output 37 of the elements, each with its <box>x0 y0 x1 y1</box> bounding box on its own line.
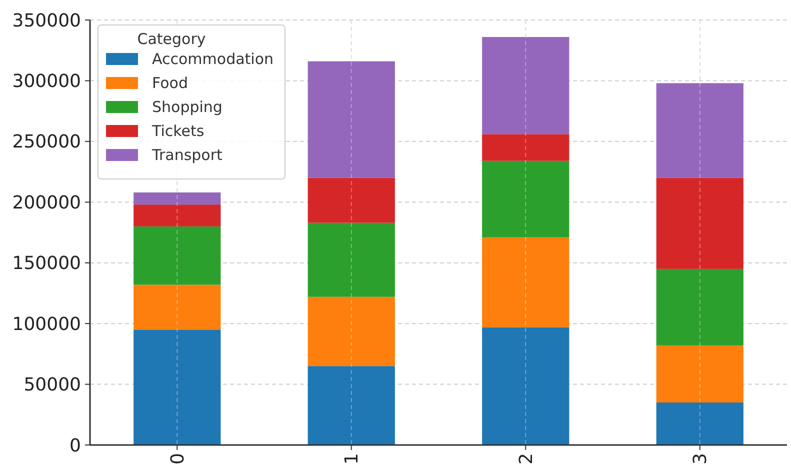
bar <box>134 192 221 205</box>
legend-label: Food <box>152 74 188 92</box>
y-tick-label: 200000 <box>12 192 81 214</box>
y-tick-label: 250000 <box>12 132 81 153</box>
y-tick-label: 100000 <box>12 314 81 335</box>
bar <box>134 204 221 226</box>
x-tick-label: 3 <box>690 453 712 464</box>
bar <box>134 284 221 330</box>
y-tick-label: 300000 <box>12 71 81 92</box>
legend-label: Transport <box>151 146 223 164</box>
bar <box>308 222 395 297</box>
bar <box>482 160 570 238</box>
x-tick-label: 1 <box>342 453 363 464</box>
legend-label: Shopping <box>152 98 222 116</box>
legend-label: Tickets <box>151 122 204 140</box>
bar <box>482 237 570 328</box>
y-tick-label: 150000 <box>12 253 81 274</box>
bar <box>656 402 744 445</box>
y-tick-label: 50000 <box>24 374 81 396</box>
bar <box>656 345 744 402</box>
legend-title: Category <box>137 30 206 48</box>
bar <box>656 178 744 269</box>
bar <box>482 37 570 134</box>
x-tick-label: 0 <box>167 453 188 464</box>
bar <box>308 296 395 366</box>
bar <box>482 134 570 161</box>
bar <box>308 366 395 445</box>
y-tick-label: 350000 <box>12 10 81 32</box>
bar <box>308 178 395 223</box>
bar <box>482 327 570 445</box>
bar <box>134 330 221 445</box>
bar <box>134 226 221 285</box>
bar <box>308 61 395 178</box>
bar <box>656 83 744 178</box>
x-tick-label: 2 <box>516 453 537 464</box>
bar <box>656 268 744 346</box>
legend-label: Accommodation <box>152 50 274 68</box>
